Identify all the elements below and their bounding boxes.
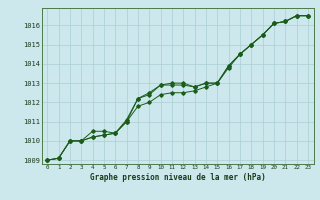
- X-axis label: Graphe pression niveau de la mer (hPa): Graphe pression niveau de la mer (hPa): [90, 173, 266, 182]
